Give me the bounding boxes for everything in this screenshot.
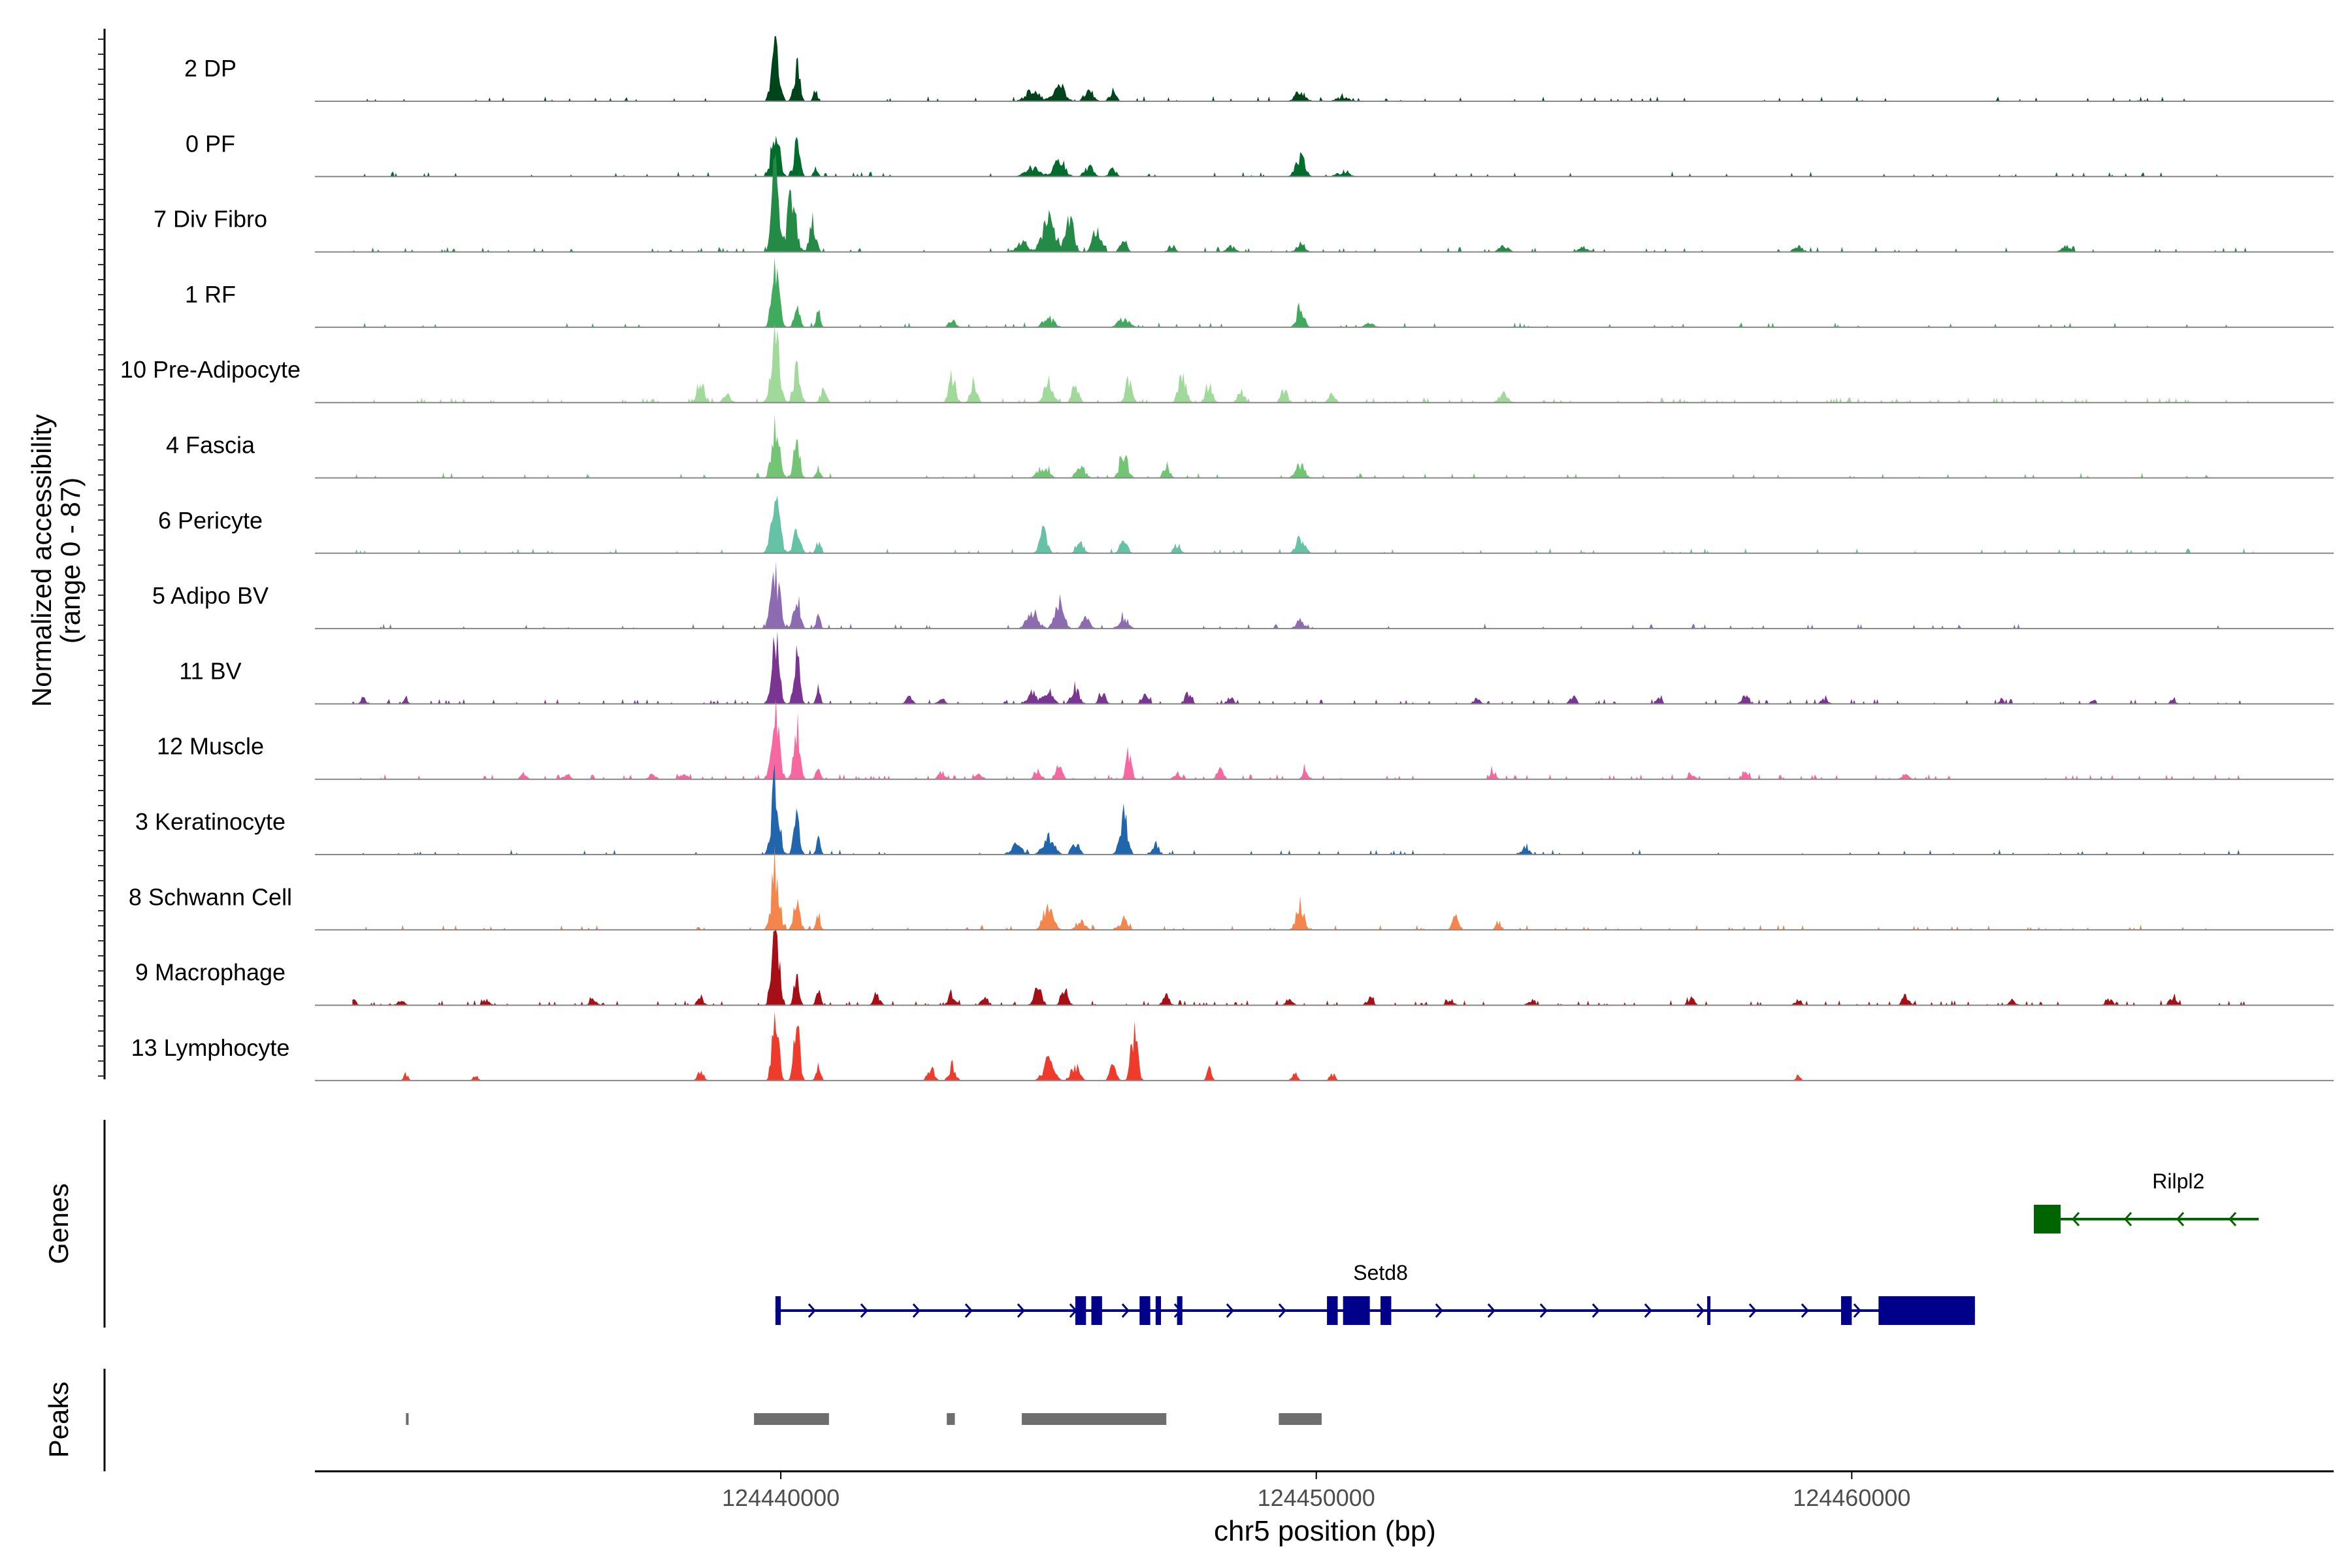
- coverage-area-1-rf: [352, 257, 2254, 327]
- peak-region: [754, 1413, 829, 1425]
- genes-track: Setd8 Rilpl2: [775, 1169, 2259, 1325]
- coverage-area-0-pf: [352, 135, 2254, 177]
- strand-arrow: [1853, 1303, 1861, 1318]
- x-axis-label: chr5 position (bp): [1214, 1515, 1436, 1547]
- exon: [1840, 1296, 1852, 1325]
- y-axis: [98, 29, 106, 1079]
- x-tick-label: 124440000: [722, 1484, 840, 1511]
- track-label: 0 PF: [186, 130, 235, 157]
- track-5-adipo-bv: [315, 561, 2334, 630]
- track-2-dp: [315, 36, 2334, 102]
- strand-arrow: [1121, 1303, 1130, 1318]
- track-label: 2 DP: [184, 55, 237, 82]
- strand-arrow: [2228, 1211, 2237, 1227]
- exon: [1878, 1296, 1975, 1325]
- exon: [1707, 1296, 1711, 1325]
- coverage-area-13-lymphocyte: [352, 1011, 2254, 1081]
- strand-arrow: [1539, 1303, 1548, 1318]
- coverage-area-12-muscle: [352, 697, 2254, 779]
- track-10-pre-adipocyte: [315, 324, 2334, 404]
- strand-arrow: [1435, 1303, 1443, 1318]
- coverage-area-5-adipo-bv: [352, 561, 2254, 629]
- exon: [775, 1296, 781, 1325]
- track-13-lymphocyte: [315, 1011, 2334, 1081]
- strand-arrow: [1278, 1303, 1286, 1318]
- strand-arrow: [1696, 1303, 1705, 1318]
- exon: [1075, 1296, 1086, 1325]
- gene-rilpl2: Rilpl2: [2034, 1169, 2259, 1233]
- coverage-area-10-pre-adipocyte: [352, 324, 2254, 403]
- track-0-pf: [315, 135, 2334, 178]
- gene-name-label: Setd8: [1353, 1261, 1408, 1284]
- track-8-schwann-cell: [315, 845, 2334, 931]
- strand-arrow: [2176, 1211, 2185, 1227]
- track-label: 7 Div Fibro: [154, 206, 267, 233]
- track-4-fascia: [315, 414, 2334, 479]
- exon: [1327, 1296, 1338, 1325]
- strand-arrow: [1226, 1303, 1234, 1318]
- strand-arrow: [1017, 1303, 1025, 1318]
- peak-region: [1021, 1413, 1167, 1425]
- exon: [1177, 1296, 1183, 1325]
- track-label: 6 Pericyte: [158, 507, 263, 534]
- coverage-area-11-bv: [352, 630, 2254, 704]
- x-axis: 124440000 124450000 124460000: [315, 1470, 2334, 1511]
- strand-arrow: [1592, 1303, 1600, 1318]
- track-label: 10 Pre-Adipocyte: [120, 356, 301, 383]
- coverage-area-2-dp: [352, 36, 2254, 101]
- coverage-tracks: [315, 36, 2334, 1081]
- track-label: 9 Macrophage: [135, 959, 286, 986]
- x-tick-label: 124460000: [1793, 1484, 1910, 1511]
- coverage-area-4-fascia: [352, 414, 2254, 478]
- strand-arrow: [912, 1303, 921, 1318]
- strand-arrow: [1801, 1303, 1809, 1318]
- track-7-div-fibro: [315, 154, 2334, 253]
- strand-arrow: [2123, 1211, 2132, 1227]
- strand-arrow: [860, 1303, 868, 1318]
- exon: [1155, 1296, 1162, 1325]
- track-1-rf: [315, 257, 2334, 328]
- track-labels: 2 DP 0 PF 7 Div Fibro 1 RF 10 Pre-Adipocyte 4…: [120, 55, 301, 1061]
- strand-arrow: [1644, 1303, 1652, 1318]
- track-12-muscle: [315, 697, 2334, 780]
- track-6-pericyte: [315, 495, 2334, 554]
- strand-arrow: [1748, 1303, 1757, 1318]
- track-3-keratinocyte: [315, 764, 2334, 855]
- exon: [1139, 1296, 1151, 1325]
- gene-name-label: Rilpl2: [2152, 1169, 2204, 1193]
- y-axis-label: Normalized accessibility: [26, 414, 57, 707]
- track-label: 12 Muscle: [157, 733, 264, 760]
- strand-arrow: [1487, 1303, 1495, 1318]
- coverage-area-9-macrophage: [352, 930, 2254, 1005]
- track-label: 11 BV: [179, 657, 241, 684]
- peaks-track-label: Peaks: [43, 1382, 74, 1458]
- track-label: 3 Keratinocyte: [135, 808, 286, 835]
- track-label: 1 RF: [185, 281, 236, 308]
- genes-track-label: Genes: [43, 1183, 74, 1264]
- track-label: 5 Adipo BV: [152, 582, 269, 609]
- track-label: 8 Schwann Cell: [129, 883, 292, 910]
- peak-region: [947, 1413, 955, 1425]
- peak-region: [1279, 1413, 1322, 1425]
- exon: [2034, 1205, 2061, 1233]
- coverage-area-8-schwann-cell: [352, 845, 2254, 930]
- strand-arrow: [2071, 1211, 2080, 1227]
- coverage-area-6-pericyte: [352, 495, 2254, 553]
- strand-arrow: [808, 1303, 816, 1318]
- track-11-bv: [315, 630, 2334, 705]
- track-9-macrophage: [315, 930, 2334, 1006]
- exon: [1091, 1296, 1102, 1325]
- x-tick-label: 124450000: [1258, 1484, 1375, 1511]
- strand-arrow: [964, 1303, 973, 1318]
- y-axis-range-label: (range 0 - 87): [55, 478, 86, 644]
- peak-region: [406, 1413, 409, 1425]
- gene-setd8: Setd8: [775, 1261, 1975, 1325]
- track-label: 13 Lymphocyte: [131, 1034, 290, 1061]
- track-label: 4 Fascia: [166, 432, 255, 459]
- peaks-track: [406, 1413, 1322, 1425]
- exon: [1380, 1296, 1392, 1325]
- exon: [1343, 1296, 1370, 1325]
